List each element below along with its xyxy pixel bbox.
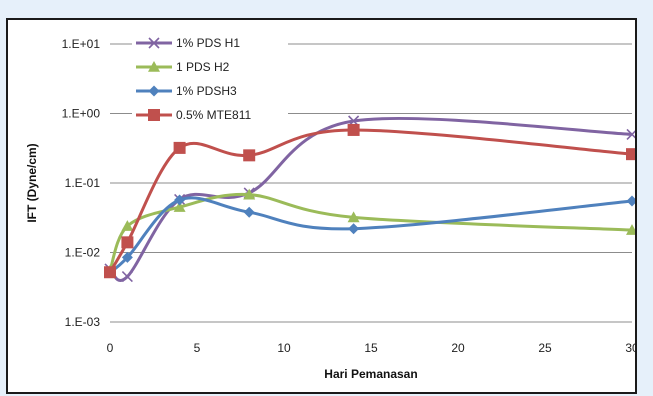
series-3 <box>104 123 635 279</box>
legend-label: 1% PDSH3 <box>176 84 237 98</box>
series-line <box>108 192 633 272</box>
y-tick-label: 1.E-03 <box>65 315 101 329</box>
data-point <box>243 149 256 162</box>
x-tick-label: 20 <box>451 341 465 355</box>
series-layer <box>104 115 635 283</box>
data-point <box>173 201 186 212</box>
x-tick-label: 5 <box>194 341 201 355</box>
series-1 <box>104 188 635 276</box>
data-point <box>347 211 360 223</box>
series-line <box>109 196 633 274</box>
data-point <box>626 195 635 207</box>
chart-svg: 1.E-03 1.E-02 1.E-01 1.E+00 1.E+01 0 5 10 15 20 25… <box>25 33 635 381</box>
x-tick-label: 15 <box>364 341 378 355</box>
data-point <box>173 141 186 154</box>
x-tick-label: 25 <box>538 341 552 355</box>
data-point <box>121 236 134 249</box>
y-tick-label: 1.E+01 <box>62 37 101 51</box>
x-tick-label: 10 <box>277 341 291 355</box>
x-tick-label: 0 <box>107 341 114 355</box>
data-point <box>121 251 133 263</box>
data-point <box>121 220 134 231</box>
legend-swatch-marker <box>148 109 160 121</box>
x-axis-title: Hari Pemanasan <box>324 367 417 381</box>
data-point <box>104 266 116 279</box>
data-point <box>347 123 360 136</box>
data-point <box>243 188 256 200</box>
data-point <box>626 128 635 140</box>
data-point <box>348 223 360 235</box>
y-tick-label: 1.E-02 <box>65 246 101 260</box>
legend: 1% PDS H1 1 PDS H2 1% PDSH3 0.5% MTE811 <box>132 33 288 129</box>
x-tick-label: 30 <box>625 341 635 355</box>
chart-frame: 1.E-03 1.E-02 1.E-01 1.E+00 1.E+01 0 5 10 15 20 25… <box>6 18 637 394</box>
y-tick-label: 1.E+00 <box>62 107 101 121</box>
legend-swatch-marker <box>148 61 160 72</box>
y-tick-label: 1.E-01 <box>65 176 101 190</box>
data-point <box>121 271 133 283</box>
data-point <box>243 206 255 218</box>
axes: 1.E-03 1.E-02 1.E-01 1.E+00 1.E+01 0 5 10 15 20 25… <box>62 37 635 355</box>
series-line <box>108 128 633 273</box>
legend-label: 1 PDS H2 <box>176 60 230 74</box>
legend-swatch-marker <box>148 37 160 49</box>
y-axis-title: IFT (Dyne/cm) <box>25 143 39 222</box>
data-point <box>174 194 186 206</box>
legend-label: 0.5% MTE811 <box>176 108 251 122</box>
legend-label: 1% PDS H1 <box>176 36 240 50</box>
data-point <box>626 224 635 235</box>
data-point <box>626 148 635 161</box>
legend-swatch-marker <box>148 85 160 97</box>
